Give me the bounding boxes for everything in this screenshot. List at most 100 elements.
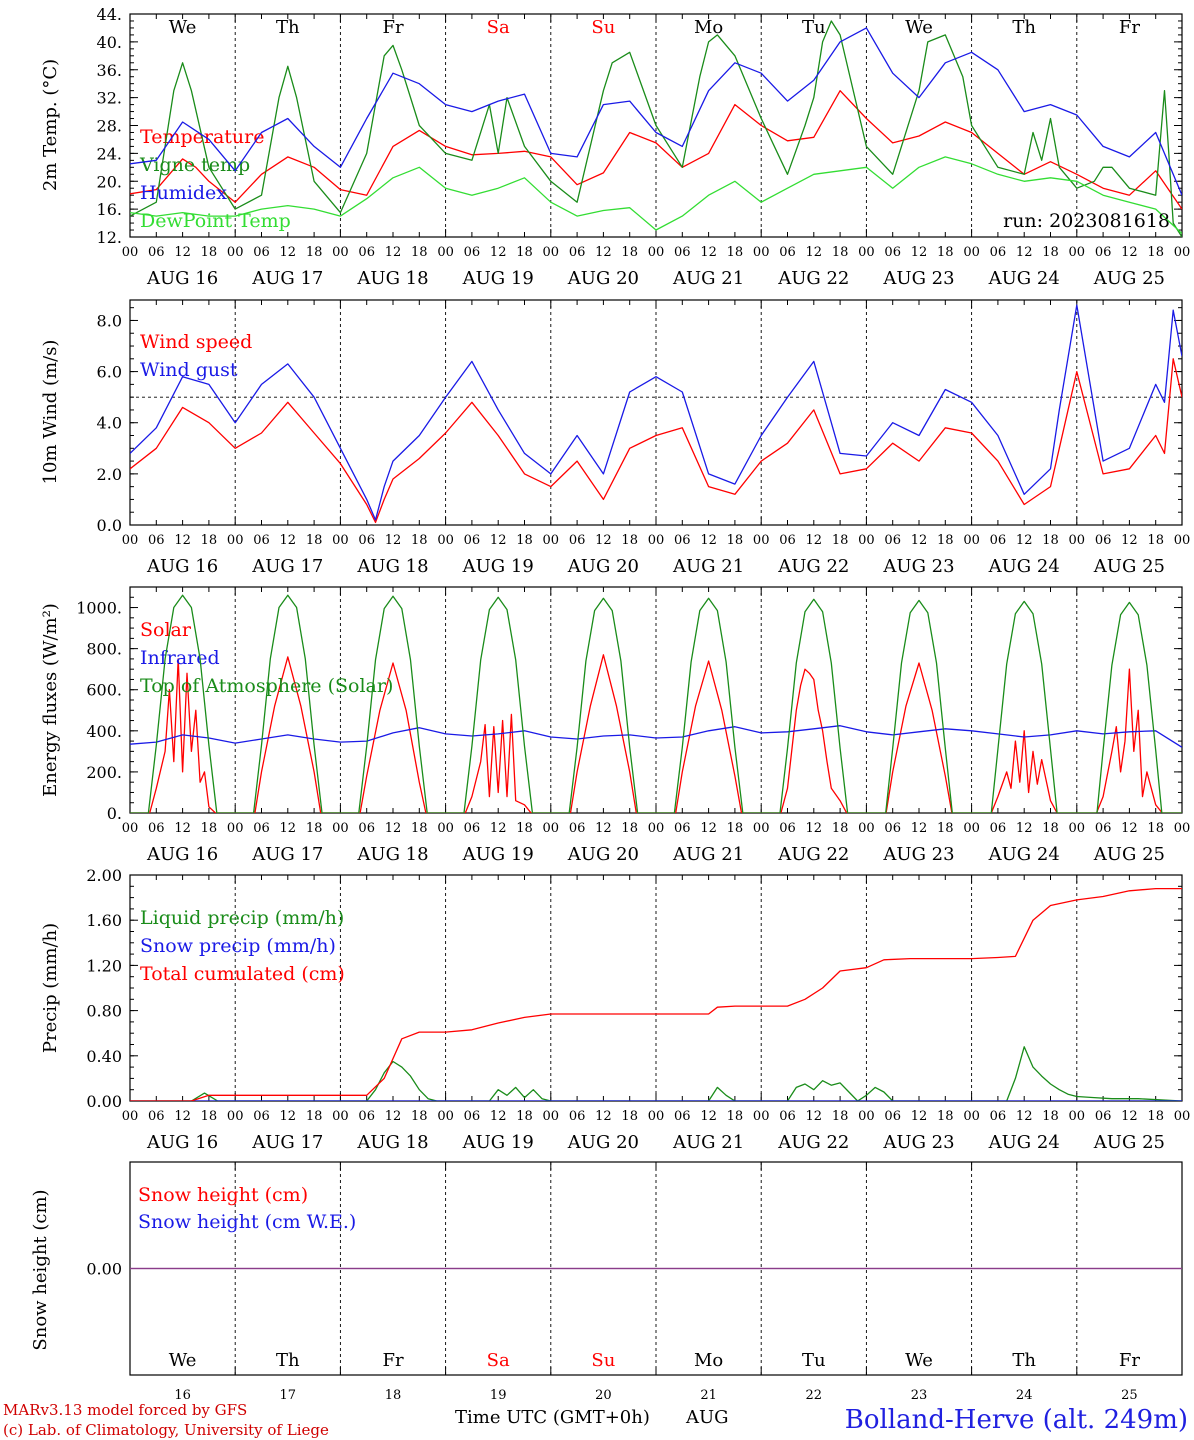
hour-tick-label: 00 bbox=[1174, 533, 1191, 548]
hour-tick-label: 00 bbox=[437, 821, 454, 836]
bottom-date-label: 20 bbox=[595, 1388, 612, 1403]
hour-tick-label: 12 bbox=[595, 245, 612, 260]
hour-tick-label: 06 bbox=[884, 1109, 901, 1124]
hour-tick-label: 00 bbox=[858, 1109, 875, 1124]
hour-tick-label: 00 bbox=[753, 1109, 770, 1124]
hour-tick-label: 06 bbox=[569, 1109, 586, 1124]
hour-tick-label: 00 bbox=[1069, 245, 1086, 260]
hour-tick-label: 06 bbox=[358, 245, 375, 260]
legend-entry: Wind speed bbox=[140, 331, 252, 353]
day-label: AUG 23 bbox=[882, 268, 954, 289]
weekday-label: Sa bbox=[487, 17, 510, 38]
weekday-label: We bbox=[169, 1350, 197, 1371]
day-label: AUG 16 bbox=[146, 556, 218, 577]
bottom-date-label: 17 bbox=[280, 1388, 297, 1403]
y-tick-label: 400. bbox=[86, 722, 122, 741]
hour-tick-label: 12 bbox=[911, 245, 928, 260]
y-tick-label: 40. bbox=[97, 33, 122, 52]
hour-tick-label: 12 bbox=[385, 533, 402, 548]
legend-entry: Wind gust bbox=[140, 359, 238, 381]
y-tick-label: 0.00 bbox=[86, 1260, 122, 1279]
hour-tick-label: 18 bbox=[306, 533, 323, 548]
y-tick-label: 4.0 bbox=[97, 414, 122, 433]
day-label: AUG 24 bbox=[988, 556, 1060, 577]
hour-tick-label: 00 bbox=[332, 1109, 349, 1124]
hour-tick-label: 00 bbox=[1069, 533, 1086, 548]
series-line-wind-gust bbox=[130, 304, 1182, 521]
hour-tick-label: 00 bbox=[648, 821, 665, 836]
hour-tick-label: 00 bbox=[1069, 1109, 1086, 1124]
hour-tick-label: 00 bbox=[122, 245, 139, 260]
series-line-dewpoint-temp bbox=[130, 156, 1182, 234]
hour-tick-label: 00 bbox=[1174, 1109, 1191, 1124]
hour-tick-label: 00 bbox=[332, 821, 349, 836]
hour-tick-label: 00 bbox=[858, 821, 875, 836]
day-label: AUG 19 bbox=[462, 556, 534, 577]
y-tick-label: 0.00 bbox=[86, 1092, 122, 1111]
panel-precip: 0.00 0.40 0.80 1.20 1.60 2.00 Precip (mm/h) Liq… bbox=[40, 866, 1190, 1153]
hour-tick-label: 06 bbox=[884, 533, 901, 548]
hour-tick-label: 00 bbox=[963, 533, 980, 548]
weekday-label: Tu bbox=[802, 17, 826, 38]
hour-tick-label: 18 bbox=[1147, 245, 1164, 260]
hour-tick-label: 12 bbox=[911, 821, 928, 836]
bottom-date-label: 25 bbox=[1121, 1388, 1138, 1403]
hour-tick-label: 06 bbox=[148, 533, 165, 548]
hour-tick-label: 12 bbox=[700, 245, 717, 260]
hour-tick-label: 12 bbox=[385, 1109, 402, 1124]
y-tick-label: 0.0 bbox=[97, 516, 122, 535]
weekday-label: Th bbox=[276, 1350, 300, 1371]
hour-tick-label: 18 bbox=[411, 245, 428, 260]
weekday-label: Su bbox=[591, 1350, 615, 1371]
panel-wind: 0.0 2.0 4.0 6.0 8.0 10m Wind (m/s) Wind speed W… bbox=[40, 299, 1191, 577]
hour-tick-label: 00 bbox=[858, 245, 875, 260]
hour-tick-label: 00 bbox=[227, 245, 244, 260]
hour-tick-label: 12 bbox=[911, 1109, 928, 1124]
hour-tick-label: 06 bbox=[779, 245, 796, 260]
bottom-date-label: 24 bbox=[1016, 1388, 1033, 1403]
hour-tick-label: 18 bbox=[516, 245, 533, 260]
bottom-date-label: 18 bbox=[385, 1388, 402, 1403]
hour-tick-label: 12 bbox=[1121, 1109, 1138, 1124]
hour-tick-label: 00 bbox=[227, 533, 244, 548]
hour-tick-label: 12 bbox=[174, 245, 191, 260]
day-label: AUG 22 bbox=[777, 268, 849, 289]
y-axis-label: Precip (mm/h) bbox=[40, 923, 61, 1053]
hour-tick-label: 18 bbox=[306, 821, 323, 836]
hour-tick-label: 00 bbox=[332, 245, 349, 260]
hour-tick-label: 12 bbox=[806, 533, 823, 548]
hour-tick-label: 12 bbox=[1121, 533, 1138, 548]
day-label: AUG 23 bbox=[882, 556, 954, 577]
y-tick-label: 800. bbox=[86, 640, 122, 659]
day-label: AUG 23 bbox=[882, 1132, 954, 1153]
hour-tick-label: 06 bbox=[569, 533, 586, 548]
hour-tick-label: 06 bbox=[253, 821, 270, 836]
y-tick-label: 8.0 bbox=[97, 311, 122, 330]
y-tick-label: 36. bbox=[97, 61, 122, 80]
y-axis-label: 2m Temp. (°C) bbox=[40, 59, 61, 191]
bottom-date-label: 16 bbox=[174, 1388, 191, 1403]
hour-tick-label: 06 bbox=[569, 821, 586, 836]
hour-tick-label: 00 bbox=[122, 1109, 139, 1124]
hour-tick-label: 18 bbox=[1042, 533, 1059, 548]
hour-tick-label: 12 bbox=[385, 821, 402, 836]
day-label: AUG 19 bbox=[462, 1132, 534, 1153]
day-label: AUG 17 bbox=[251, 556, 323, 577]
day-label: AUG 21 bbox=[672, 1132, 744, 1153]
hour-tick-label: 12 bbox=[806, 821, 823, 836]
y-axis-label: Snow height (cm) bbox=[30, 1189, 51, 1350]
hour-tick-label: 06 bbox=[990, 1109, 1007, 1124]
day-label: AUG 23 bbox=[882, 844, 954, 865]
weekday-label: Fr bbox=[1119, 1350, 1140, 1371]
hour-tick-label: 06 bbox=[674, 1109, 691, 1124]
hour-tick-label: 18 bbox=[621, 1109, 638, 1124]
hour-tick-label: 00 bbox=[963, 1109, 980, 1124]
hour-tick-label: 18 bbox=[1042, 1109, 1059, 1124]
hour-tick-label: 00 bbox=[332, 533, 349, 548]
hour-tick-label: 12 bbox=[700, 1109, 717, 1124]
day-label: AUG 21 bbox=[672, 556, 744, 577]
y-tick-label: 0. bbox=[107, 804, 122, 823]
hour-tick-label: 06 bbox=[779, 821, 796, 836]
hour-tick-label: 06 bbox=[464, 1109, 481, 1124]
day-label: AUG 19 bbox=[462, 268, 534, 289]
